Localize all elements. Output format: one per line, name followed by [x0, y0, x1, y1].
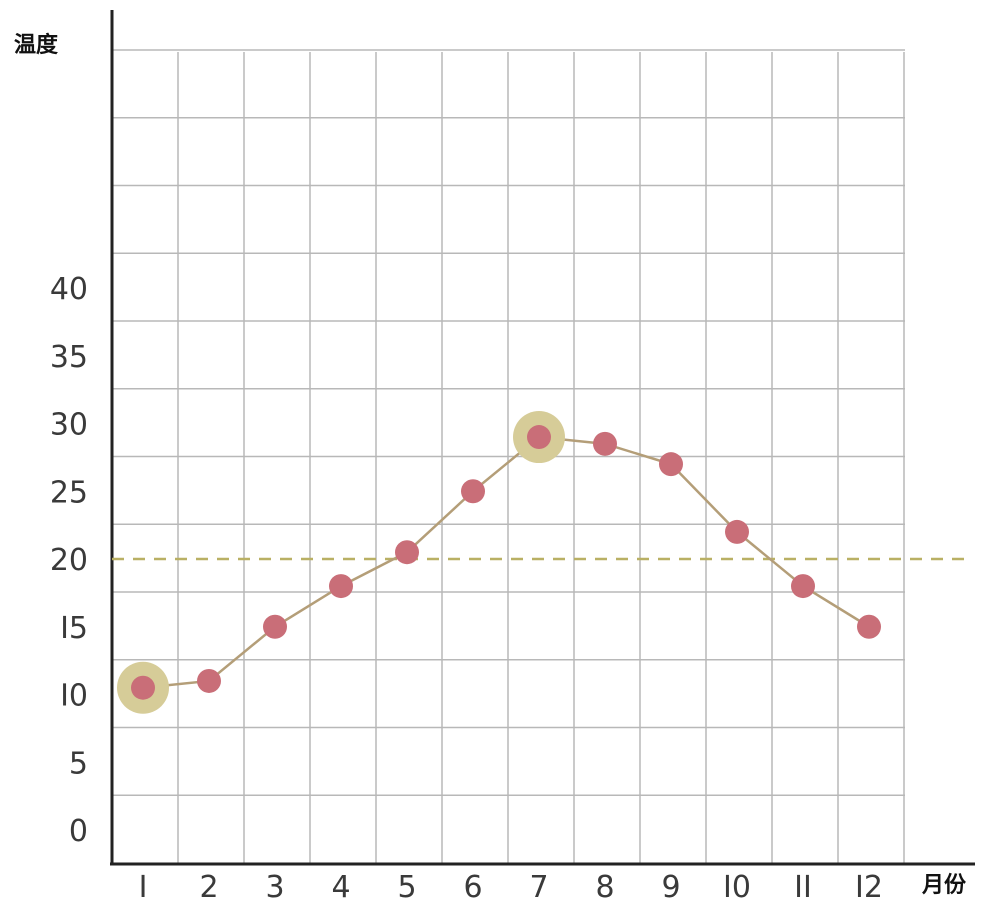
- data-point: [857, 614, 881, 639]
- y-tick-label: 20: [50, 543, 88, 578]
- x-tick-label: 8: [595, 870, 614, 905]
- y-tick-label: 25: [50, 475, 88, 510]
- x-tick-label: 2: [199, 870, 218, 905]
- data-point: [395, 540, 419, 565]
- y-tick-label: 0: [69, 814, 88, 849]
- data-point: [725, 519, 749, 544]
- x-tick-label: 3: [265, 870, 284, 905]
- x-tick-label: I0: [723, 870, 751, 905]
- data-point: [197, 668, 221, 693]
- y-tick-label: 35: [50, 340, 88, 375]
- y-tick-label: I0: [60, 679, 88, 714]
- y-tick-label: 5: [69, 746, 88, 781]
- y-tick-label: 40: [50, 272, 88, 307]
- data-point: [593, 431, 617, 456]
- y-tick-label: 30: [50, 408, 88, 443]
- data-point: [131, 675, 155, 700]
- data-point: [263, 614, 287, 639]
- data-points: [117, 411, 881, 714]
- x-tick-label: 4: [331, 870, 350, 905]
- x-tick-label: II: [794, 870, 812, 905]
- series-line: [142, 435, 870, 689]
- y-tick-labels: 0 5 I0 I5 20 25 30 35 40: [50, 272, 88, 849]
- x-tick-labels: I 2 3 4 5 6 7 8 9 I0 II I2: [139, 870, 883, 905]
- x-axis-title: 月份: [921, 873, 967, 898]
- data-point: [527, 425, 551, 450]
- y-tick-label: I5: [60, 611, 88, 646]
- data-point: [329, 574, 353, 599]
- data-point: [461, 479, 485, 504]
- data-point: [659, 452, 683, 477]
- x-tick-label: I: [139, 870, 148, 905]
- grid: [112, 49, 905, 864]
- x-tick-label: 5: [397, 870, 416, 905]
- x-tick-label: 6: [463, 870, 482, 905]
- x-tick-label: 7: [529, 870, 548, 905]
- y-axis-title: 温度: [14, 32, 59, 58]
- x-tick-label: I2: [855, 870, 883, 905]
- series-line-group: [142, 435, 870, 689]
- x-tick-label: 9: [661, 870, 680, 905]
- data-point: [791, 574, 815, 599]
